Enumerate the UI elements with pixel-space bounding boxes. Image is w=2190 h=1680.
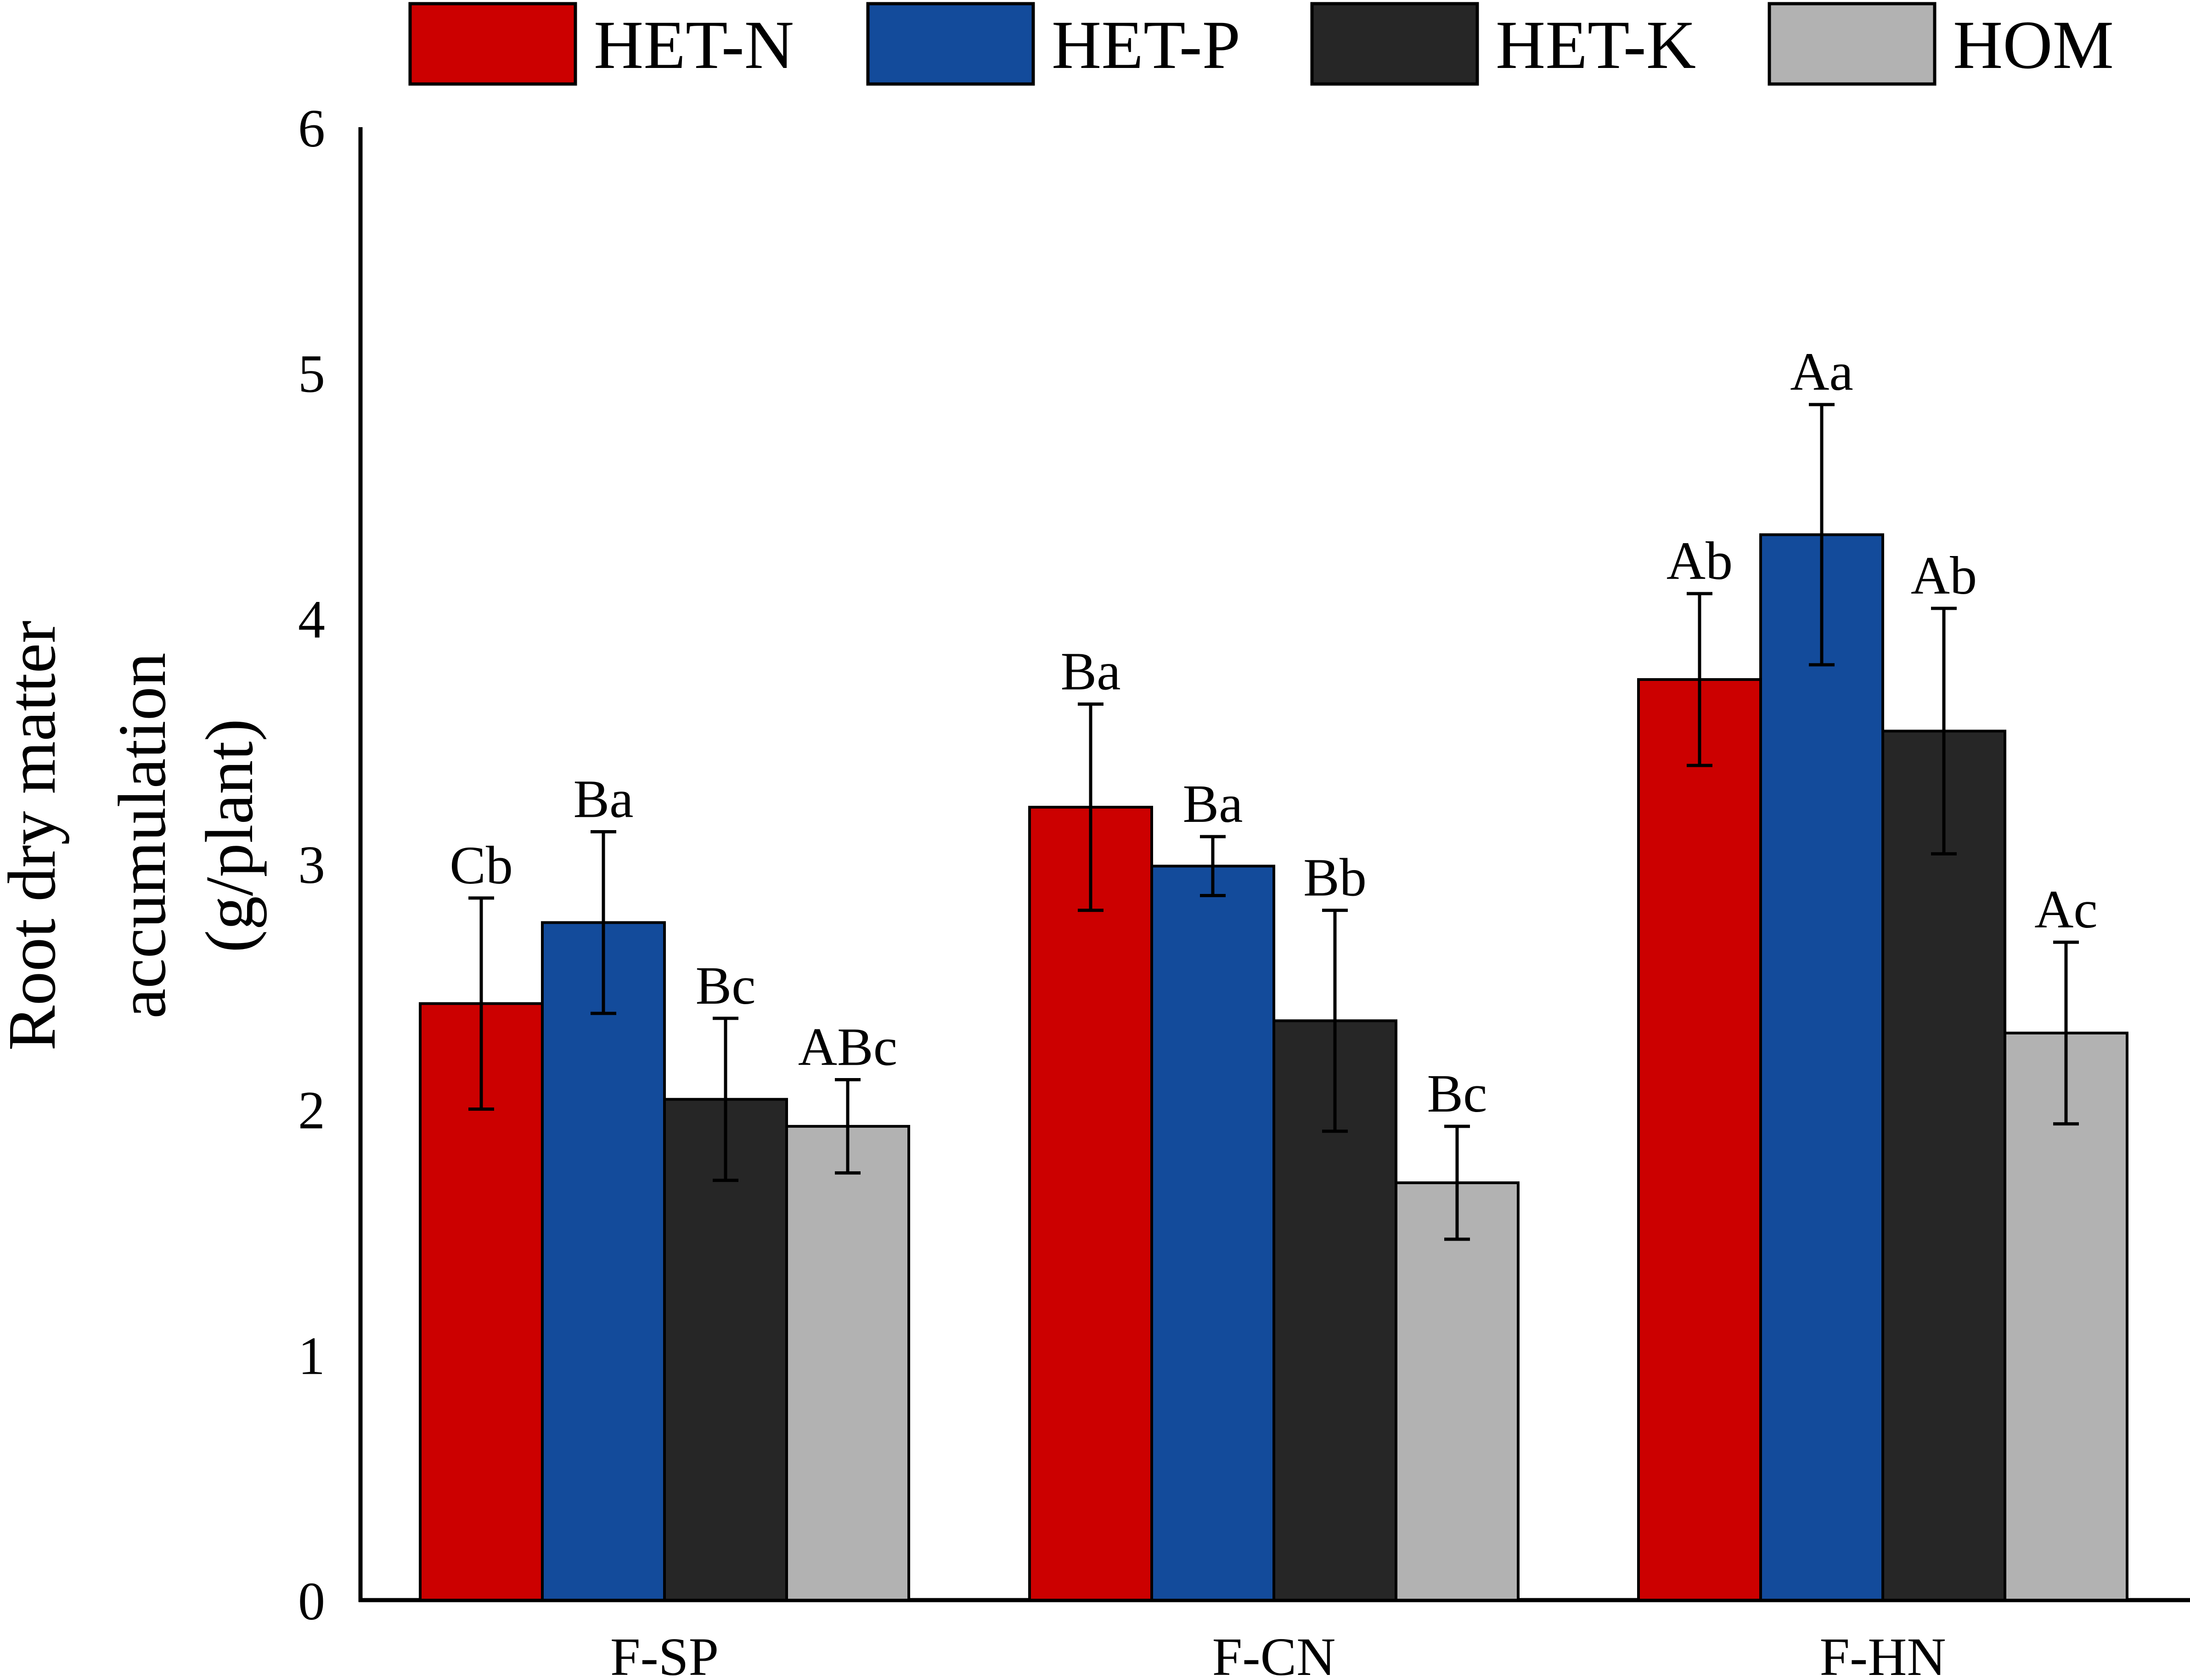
significance-label: Ab (1666, 531, 1733, 591)
legend-swatch (408, 2, 577, 86)
plot-area: 0 1 2 3 4 5 6 Cb Ba Ab Ba Ba Aa Bc Bb Ab ABc Bc Ac F-SP F-CN… (298, 98, 2190, 1680)
legend-swatch (866, 2, 1035, 86)
legend: HET-N HET-P HET-K HOM (408, 2, 2114, 86)
legend-item-het-n: HET-N (408, 2, 794, 86)
y-axis-title-line: Root dry matter (0, 620, 70, 1051)
legend-label: HOM (1953, 7, 2114, 83)
y-axis-label: Root dry matter accumulation (g/plant) (0, 620, 267, 1051)
significance-label: ABc (798, 1017, 897, 1077)
error-bar (1687, 592, 1712, 767)
y-axis-title-line: accumulation (105, 652, 180, 1018)
legend-label: HET-N (594, 7, 794, 83)
error-bar (835, 1078, 861, 1175)
y-tick-label: 2 (298, 1080, 325, 1141)
y-axis-title-line: (g/plant) (192, 719, 267, 953)
x-category-label: F-CN (1212, 1627, 1336, 1680)
error-bar (1809, 403, 1835, 667)
significance-label: Bc (1427, 1063, 1487, 1124)
significance-label: Ba (573, 769, 633, 829)
error-bar (1931, 607, 1957, 856)
bar-het-k-f-sp (663, 1098, 788, 1601)
error-bar (713, 1017, 738, 1182)
error-bar (1200, 835, 1226, 898)
significance-label: Bb (1303, 848, 1367, 908)
significance-label: Bc (695, 955, 755, 1016)
x-category-label: F-SP (610, 1627, 719, 1680)
y-tick-label: 5 (298, 344, 325, 404)
y-tick-label: 6 (298, 98, 325, 158)
legend-label: HET-P (1052, 7, 1240, 83)
legend-swatch (1768, 2, 1937, 86)
bar-hom-f-hn (2004, 1031, 2128, 1601)
significance-label: Ab (1911, 545, 1977, 606)
y-tick-label: 3 (298, 835, 325, 895)
legend-item-het-k: HET-K (1310, 2, 1696, 86)
significance-label: Ba (1182, 774, 1243, 834)
y-tick-label: 0 (298, 1571, 325, 1631)
significance-label: Ac (2034, 879, 2098, 939)
bar-het-n-f-cn (1028, 806, 1153, 1601)
legend-item-het-p: HET-P (866, 2, 1240, 86)
y-tick-label: 4 (298, 589, 325, 649)
error-bar (1078, 702, 1103, 912)
bar-het-n-f-hn (1637, 678, 1762, 1601)
bar-hom-f-cn (1395, 1181, 1520, 1601)
bar-het-p-f-sp (541, 921, 666, 1601)
bar-het-p-f-hn (1759, 533, 1884, 1601)
legend-item-hom: HOM (1768, 2, 2114, 86)
bar-hom-f-sp (785, 1125, 910, 1601)
significance-label: Ba (1060, 641, 1120, 701)
legend-swatch (1310, 2, 1479, 86)
y-tick-label: 1 (298, 1326, 325, 1386)
legend-label: HET-K (1496, 7, 1696, 83)
error-bar (1322, 909, 1348, 1133)
significance-label: Cb (450, 835, 513, 895)
error-bar (2053, 940, 2079, 1126)
error-bar (468, 896, 494, 1111)
x-category-label: F-HN (1819, 1627, 1946, 1680)
bar-het-p-f-cn (1150, 865, 1275, 1601)
error-bar (591, 830, 616, 1015)
significance-label: Aa (1790, 342, 1853, 402)
error-bar (1444, 1124, 1470, 1241)
bar-het-k-f-hn (1881, 730, 2006, 1601)
